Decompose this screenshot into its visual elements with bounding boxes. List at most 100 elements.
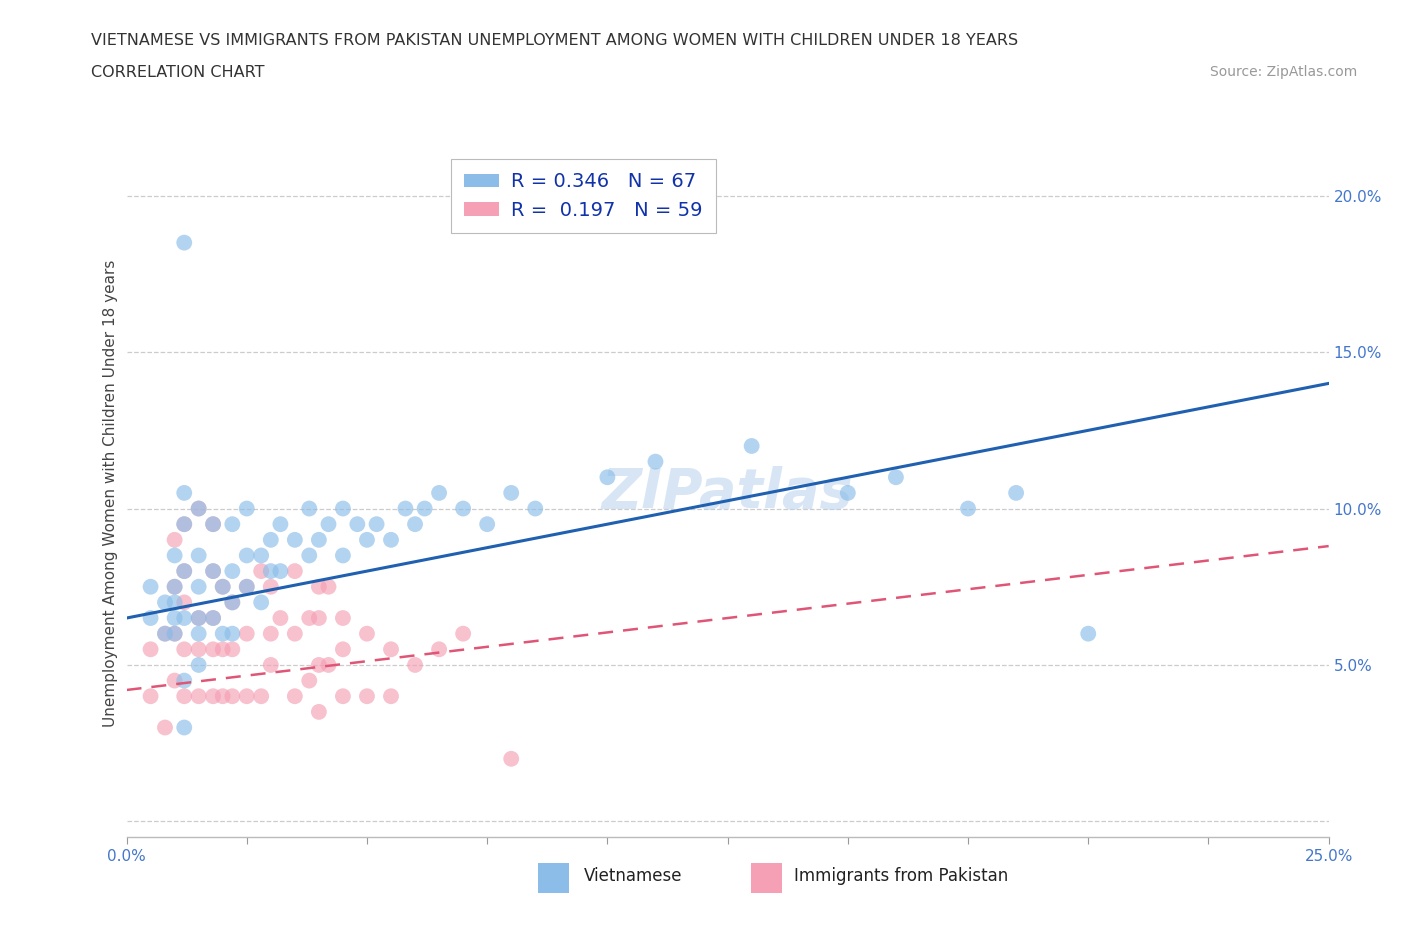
Point bbox=[173, 564, 195, 578]
Point bbox=[221, 642, 243, 657]
Point bbox=[163, 673, 186, 688]
Point bbox=[644, 454, 666, 469]
Point bbox=[308, 579, 330, 594]
Point bbox=[173, 720, 195, 735]
Point bbox=[211, 689, 233, 704]
Point bbox=[202, 564, 225, 578]
Point bbox=[187, 501, 209, 516]
Point bbox=[163, 626, 186, 641]
Text: CORRELATION CHART: CORRELATION CHART bbox=[91, 65, 264, 80]
Point bbox=[269, 564, 291, 578]
Point bbox=[308, 532, 330, 547]
Point bbox=[202, 689, 225, 704]
Point bbox=[235, 548, 259, 563]
Point bbox=[250, 595, 273, 610]
Point bbox=[173, 235, 195, 250]
Point bbox=[394, 501, 416, 516]
Point bbox=[250, 548, 273, 563]
Point bbox=[163, 532, 186, 547]
Point bbox=[284, 532, 307, 547]
Y-axis label: Unemployment Among Women with Children Under 18 years: Unemployment Among Women with Children U… bbox=[103, 259, 118, 726]
Point bbox=[284, 564, 307, 578]
Point bbox=[501, 751, 523, 766]
Point bbox=[501, 485, 523, 500]
Point bbox=[187, 658, 209, 672]
Point bbox=[318, 517, 340, 532]
Point bbox=[380, 642, 402, 657]
Point bbox=[427, 642, 450, 657]
Point bbox=[332, 501, 354, 516]
Text: Vietnamese: Vietnamese bbox=[583, 867, 682, 885]
Point bbox=[173, 642, 195, 657]
Point bbox=[163, 595, 186, 610]
Point bbox=[202, 564, 225, 578]
Point bbox=[221, 689, 243, 704]
Legend: R = 0.346   N = 67, R =  0.197   N = 59: R = 0.346 N = 67, R = 0.197 N = 59 bbox=[451, 158, 716, 233]
Point bbox=[596, 470, 619, 485]
Point bbox=[187, 501, 209, 516]
Point bbox=[284, 626, 307, 641]
Point bbox=[187, 579, 209, 594]
Point bbox=[298, 611, 321, 626]
Point bbox=[260, 579, 283, 594]
Point bbox=[956, 501, 979, 516]
Point bbox=[202, 517, 225, 532]
Point bbox=[139, 611, 162, 626]
Point bbox=[380, 689, 402, 704]
Point bbox=[284, 689, 307, 704]
Point bbox=[235, 626, 259, 641]
Point bbox=[475, 517, 498, 532]
Point bbox=[318, 579, 340, 594]
Point bbox=[356, 689, 378, 704]
Point bbox=[211, 626, 233, 641]
Text: VIETNAMESE VS IMMIGRANTS FROM PAKISTAN UNEMPLOYMENT AMONG WOMEN WITH CHILDREN UN: VIETNAMESE VS IMMIGRANTS FROM PAKISTAN U… bbox=[91, 33, 1018, 47]
Point bbox=[211, 642, 233, 657]
Point bbox=[404, 517, 426, 532]
Point bbox=[221, 626, 243, 641]
Point bbox=[163, 579, 186, 594]
Point bbox=[202, 611, 225, 626]
Point bbox=[298, 501, 321, 516]
Point bbox=[1005, 485, 1028, 500]
Point bbox=[250, 564, 273, 578]
Point bbox=[741, 439, 763, 454]
Point bbox=[139, 689, 162, 704]
Text: ZIPatlas: ZIPatlas bbox=[602, 466, 853, 520]
Point bbox=[451, 501, 474, 516]
Point bbox=[260, 658, 283, 672]
Point bbox=[413, 501, 436, 516]
Point bbox=[260, 564, 283, 578]
Point bbox=[404, 658, 426, 672]
Point bbox=[173, 673, 195, 688]
Point bbox=[153, 626, 176, 641]
Point bbox=[308, 611, 330, 626]
Point bbox=[153, 595, 176, 610]
Point bbox=[380, 532, 402, 547]
Point bbox=[298, 548, 321, 563]
Point bbox=[153, 626, 176, 641]
Point bbox=[356, 532, 378, 547]
Point bbox=[332, 548, 354, 563]
Point bbox=[221, 517, 243, 532]
Point bbox=[260, 626, 283, 641]
Point bbox=[173, 517, 195, 532]
Point bbox=[163, 579, 186, 594]
Point bbox=[332, 611, 354, 626]
Point bbox=[332, 642, 354, 657]
Point bbox=[139, 642, 162, 657]
Point bbox=[884, 470, 907, 485]
Point bbox=[235, 579, 259, 594]
Point bbox=[221, 564, 243, 578]
Point bbox=[173, 485, 195, 500]
Point bbox=[269, 611, 291, 626]
Point bbox=[173, 611, 195, 626]
Text: Immigrants from Pakistan: Immigrants from Pakistan bbox=[794, 867, 1008, 885]
Point bbox=[163, 626, 186, 641]
Point bbox=[202, 642, 225, 657]
Point bbox=[187, 611, 209, 626]
Point bbox=[235, 501, 259, 516]
Point bbox=[298, 673, 321, 688]
Point bbox=[524, 501, 547, 516]
Point bbox=[187, 642, 209, 657]
Point bbox=[221, 595, 243, 610]
